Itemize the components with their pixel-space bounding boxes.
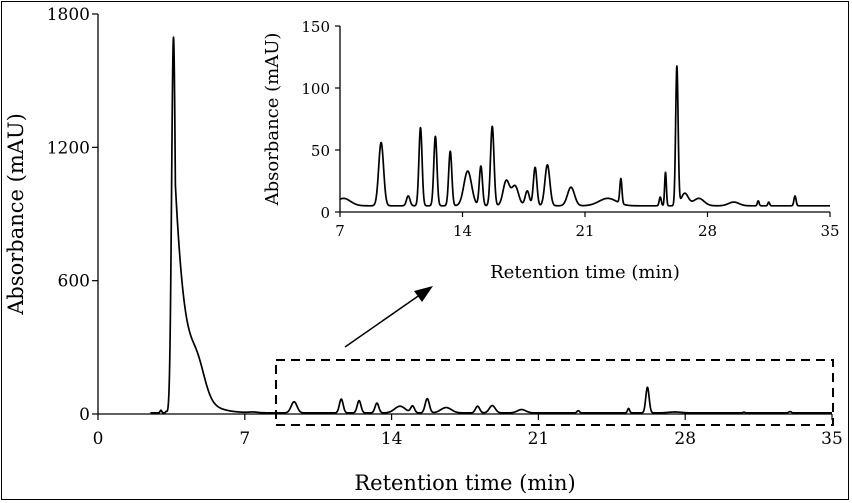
inset-y-tick-label: 0 bbox=[320, 204, 330, 222]
inset-x-tick-label: 21 bbox=[575, 222, 594, 240]
main-x-axis-label: Retention time (min) bbox=[354, 471, 575, 495]
main-x-tick-label: 28 bbox=[674, 429, 696, 449]
inset-x-tick-label: 14 bbox=[453, 222, 472, 240]
main-y-tick-label: 0 bbox=[79, 405, 90, 425]
zoom-arrow-head bbox=[414, 286, 433, 302]
main-x-tick-label: 21 bbox=[528, 429, 550, 449]
main-y-tick-label: 1200 bbox=[47, 138, 90, 158]
inset-y-tick-label: 100 bbox=[301, 80, 330, 98]
inset-x-tick-label: 28 bbox=[698, 222, 717, 240]
main-y-tick-label: 600 bbox=[58, 272, 90, 292]
zoom-arrow-shaft bbox=[344, 291, 425, 348]
main-x-tick-label: 35 bbox=[821, 429, 843, 449]
inset-y-axis-label: Absorbance (mAU) bbox=[262, 33, 283, 207]
inset-ticks: 7 14 21 28 35 0 50 100 150 bbox=[301, 18, 839, 240]
inset-y-tick-label: 50 bbox=[311, 142, 330, 160]
main-series-line bbox=[149, 36, 833, 414]
main-x-tick-label: 7 bbox=[239, 429, 250, 449]
main-x-tick-label: 0 bbox=[93, 429, 104, 449]
inset-x-tick-label: 7 bbox=[335, 222, 345, 240]
main-y-tick-label: 1800 bbox=[47, 5, 90, 25]
main-x-tick-label: 14 bbox=[381, 429, 403, 449]
inset-y-tick-label: 150 bbox=[301, 18, 330, 36]
inset-x-axis-label: Retention time (min) bbox=[490, 262, 680, 283]
main-y-axis-label: Absorbance (mAU) bbox=[4, 113, 28, 316]
inset-series-line bbox=[339, 65, 831, 207]
inset-x-tick-label: 35 bbox=[820, 222, 839, 240]
zoom-region-box bbox=[275, 359, 834, 426]
